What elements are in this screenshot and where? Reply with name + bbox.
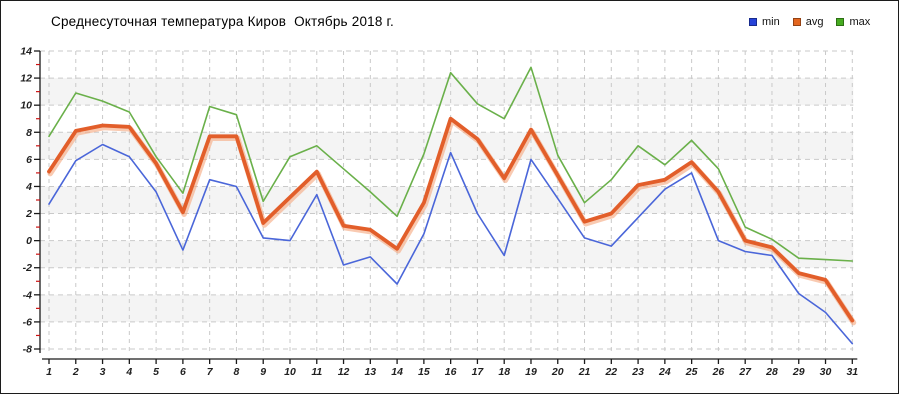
- x-tick-label: 27: [738, 366, 752, 378]
- y-tick-label: -4: [23, 289, 32, 301]
- x-tick-label: 29: [792, 366, 805, 378]
- y-tick-label: 4: [25, 181, 32, 193]
- chart-title: Среднесуточная температура Киров Октябрь…: [51, 14, 394, 29]
- y-tick-label: -2: [23, 262, 32, 274]
- x-tick-label: 16: [445, 366, 457, 378]
- x-tick-label: 28: [765, 366, 778, 378]
- x-tick-label: 5: [153, 366, 159, 378]
- x-tick-label: 30: [820, 366, 832, 378]
- legend-label-min: min: [762, 16, 780, 28]
- y-tick-label: 8: [26, 127, 32, 139]
- legend-swatch-min-icon: [749, 18, 757, 26]
- x-tick-label: 24: [658, 366, 671, 378]
- x-tick-label: 19: [525, 366, 537, 378]
- x-tick-label: 22: [604, 366, 617, 378]
- x-tick-label: 14: [391, 366, 403, 378]
- y-tick-label: 2: [25, 208, 32, 220]
- x-tick-label: 18: [498, 366, 510, 378]
- x-tick-label: 26: [712, 366, 725, 378]
- y-tick-label: 14: [20, 46, 32, 58]
- y-tick-label: -8: [23, 344, 32, 356]
- x-tick-label: 1: [46, 366, 52, 378]
- x-tick-label: 21: [578, 366, 591, 378]
- y-tick-label: -6: [23, 316, 32, 328]
- y-tick-label: 12: [20, 73, 32, 85]
- series-line-avg: [47, 116, 855, 323]
- legend-swatch-avg-icon: [792, 18, 801, 26]
- x-tick-label: 15: [418, 366, 430, 378]
- x-tick-label: 25: [685, 366, 698, 378]
- legend-label-avg: avg: [805, 16, 824, 28]
- x-tick-label: 2: [72, 366, 79, 378]
- plot-stripe: [40, 294, 854, 322]
- x-tick-label: 6: [180, 366, 186, 378]
- series-lines: [47, 66, 857, 345]
- legend-item-min: min: [749, 16, 780, 28]
- y-tick-label: 0: [26, 235, 32, 247]
- x-tick-label: 9: [260, 366, 266, 378]
- x-tick-label: 4: [125, 366, 132, 378]
- legend-label-max: max: [849, 16, 871, 28]
- legend-item-avg: avg: [792, 16, 824, 28]
- x-tick-label: 12: [338, 366, 350, 378]
- x-tick-label: 17: [472, 366, 485, 378]
- x-tick-label: 31: [846, 366, 858, 378]
- x-tick-label: 11: [311, 366, 322, 378]
- x-tick-label: 8: [234, 366, 240, 378]
- plot-stripes: [40, 78, 854, 322]
- plot-stripe: [40, 240, 854, 268]
- x-tick-label: 10: [284, 366, 296, 378]
- x-tick-label: 7: [207, 366, 214, 378]
- y-tick-label: 6: [26, 154, 32, 166]
- y-tick-label: 10: [20, 100, 32, 112]
- series-line-min: [48, 143, 854, 345]
- legend-item-max: max: [836, 16, 870, 28]
- legend: min avg max: [749, 16, 870, 28]
- x-tick-label: 3: [100, 366, 106, 378]
- x-tick-label: 23: [631, 366, 644, 378]
- x-tick-label: 20: [551, 366, 564, 378]
- x-tick-label: 13: [364, 366, 376, 378]
- legend-swatch-max-icon: [836, 18, 845, 26]
- series-line-max: [48, 66, 854, 262]
